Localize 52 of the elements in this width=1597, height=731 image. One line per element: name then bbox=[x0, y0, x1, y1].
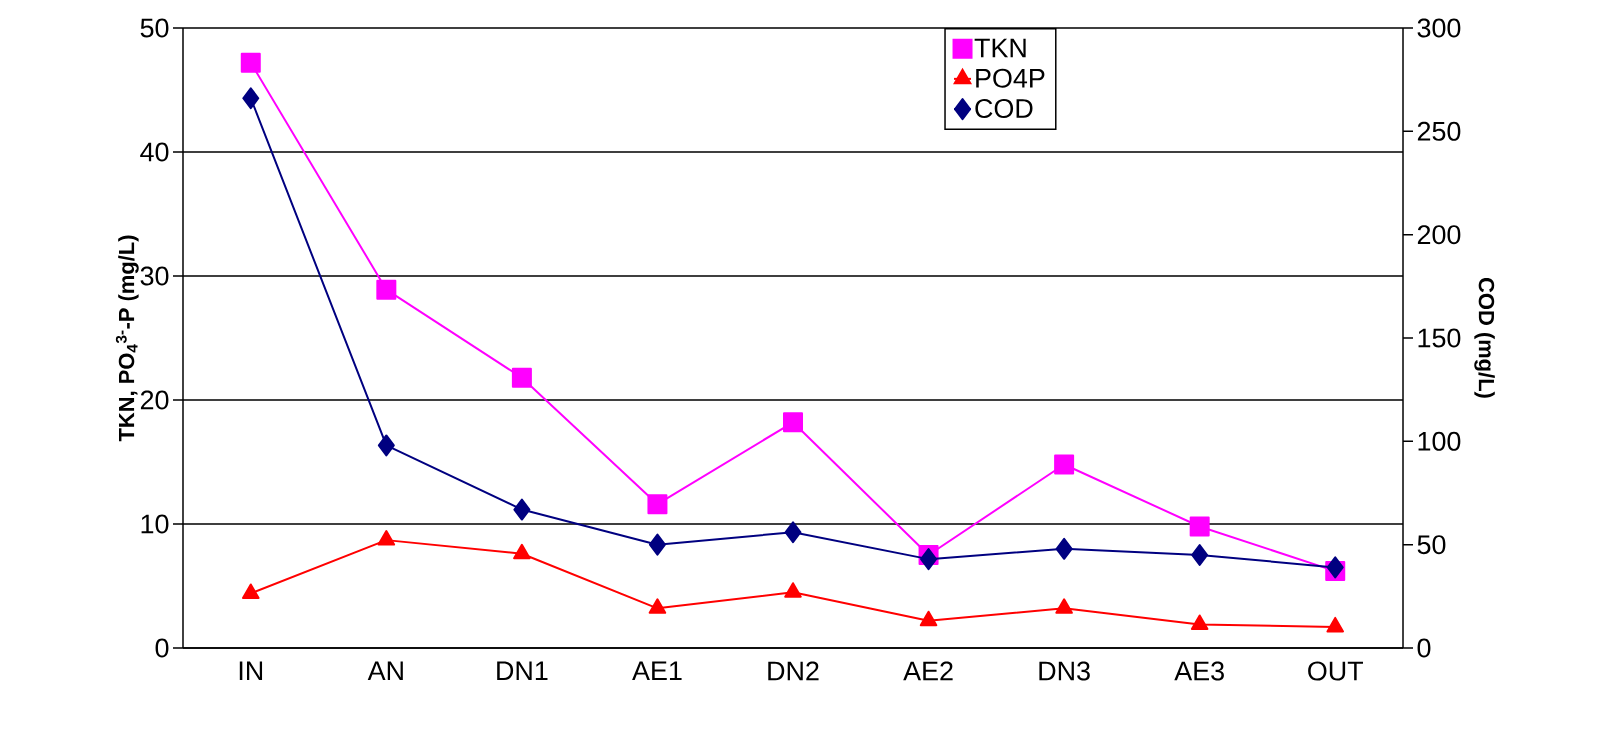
legend-label: COD bbox=[975, 98, 1033, 119]
point bbox=[513, 543, 531, 560]
y2-tick-label: 0 bbox=[1417, 638, 1431, 658]
point bbox=[377, 434, 395, 457]
point bbox=[241, 583, 260, 599]
point bbox=[1326, 616, 1345, 633]
point bbox=[648, 598, 667, 614]
x-tick-label: DN1 bbox=[497, 661, 548, 681]
point bbox=[647, 494, 668, 515]
point bbox=[1326, 556, 1344, 579]
y-tick-label: 10 bbox=[141, 514, 169, 534]
x-tick-label: AE2 bbox=[903, 661, 953, 681]
y2-tick-label: 300 bbox=[1417, 18, 1461, 38]
y-tick-label: 50 bbox=[140, 18, 169, 38]
legend-label: PO4P bbox=[976, 68, 1045, 88]
x-tick-label: DN3 bbox=[1039, 661, 1090, 681]
point bbox=[1189, 516, 1210, 537]
point bbox=[919, 610, 938, 627]
point bbox=[513, 498, 531, 521]
point bbox=[783, 412, 803, 433]
y-tick-label: 40 bbox=[140, 142, 169, 162]
y2-axis-title: COD (mg/L) bbox=[1474, 278, 1495, 398]
point bbox=[242, 87, 260, 110]
point bbox=[1055, 598, 1073, 614]
x-tick-label: AE1 bbox=[632, 661, 682, 681]
y2-tick-label: 150 bbox=[1418, 328, 1461, 348]
point bbox=[648, 533, 666, 556]
x-tick-label: AN bbox=[367, 661, 403, 681]
point bbox=[1055, 537, 1073, 560]
point bbox=[920, 548, 938, 571]
x-tick-label: OUT bbox=[1308, 661, 1363, 681]
x-tick-label: IN bbox=[239, 661, 263, 681]
point bbox=[376, 279, 397, 300]
point bbox=[1190, 614, 1209, 630]
point bbox=[784, 521, 802, 544]
y-tick-label: 30 bbox=[140, 266, 169, 286]
y-tick-label: 0 bbox=[155, 638, 169, 658]
legend-label: TKN bbox=[974, 38, 1026, 58]
point bbox=[377, 530, 396, 546]
y-tick-label: 20 bbox=[140, 390, 169, 410]
y2-tick-label: 250 bbox=[1417, 121, 1461, 141]
x-tick-label: AE3 bbox=[1174, 661, 1224, 681]
y2-tick-label: 50 bbox=[1417, 535, 1446, 555]
y2-tick-label: 100 bbox=[1418, 431, 1461, 451]
y2-tick-label: 200 bbox=[1417, 225, 1461, 245]
point bbox=[1191, 544, 1209, 566]
point bbox=[240, 52, 261, 73]
y-axis-title: TKN, PO$_{4}$$^{3-}$-P (mg/L) bbox=[115, 235, 139, 442]
point bbox=[784, 582, 802, 598]
point bbox=[1054, 454, 1075, 475]
point bbox=[511, 367, 532, 388]
x-tick-label: DN2 bbox=[768, 661, 819, 681]
